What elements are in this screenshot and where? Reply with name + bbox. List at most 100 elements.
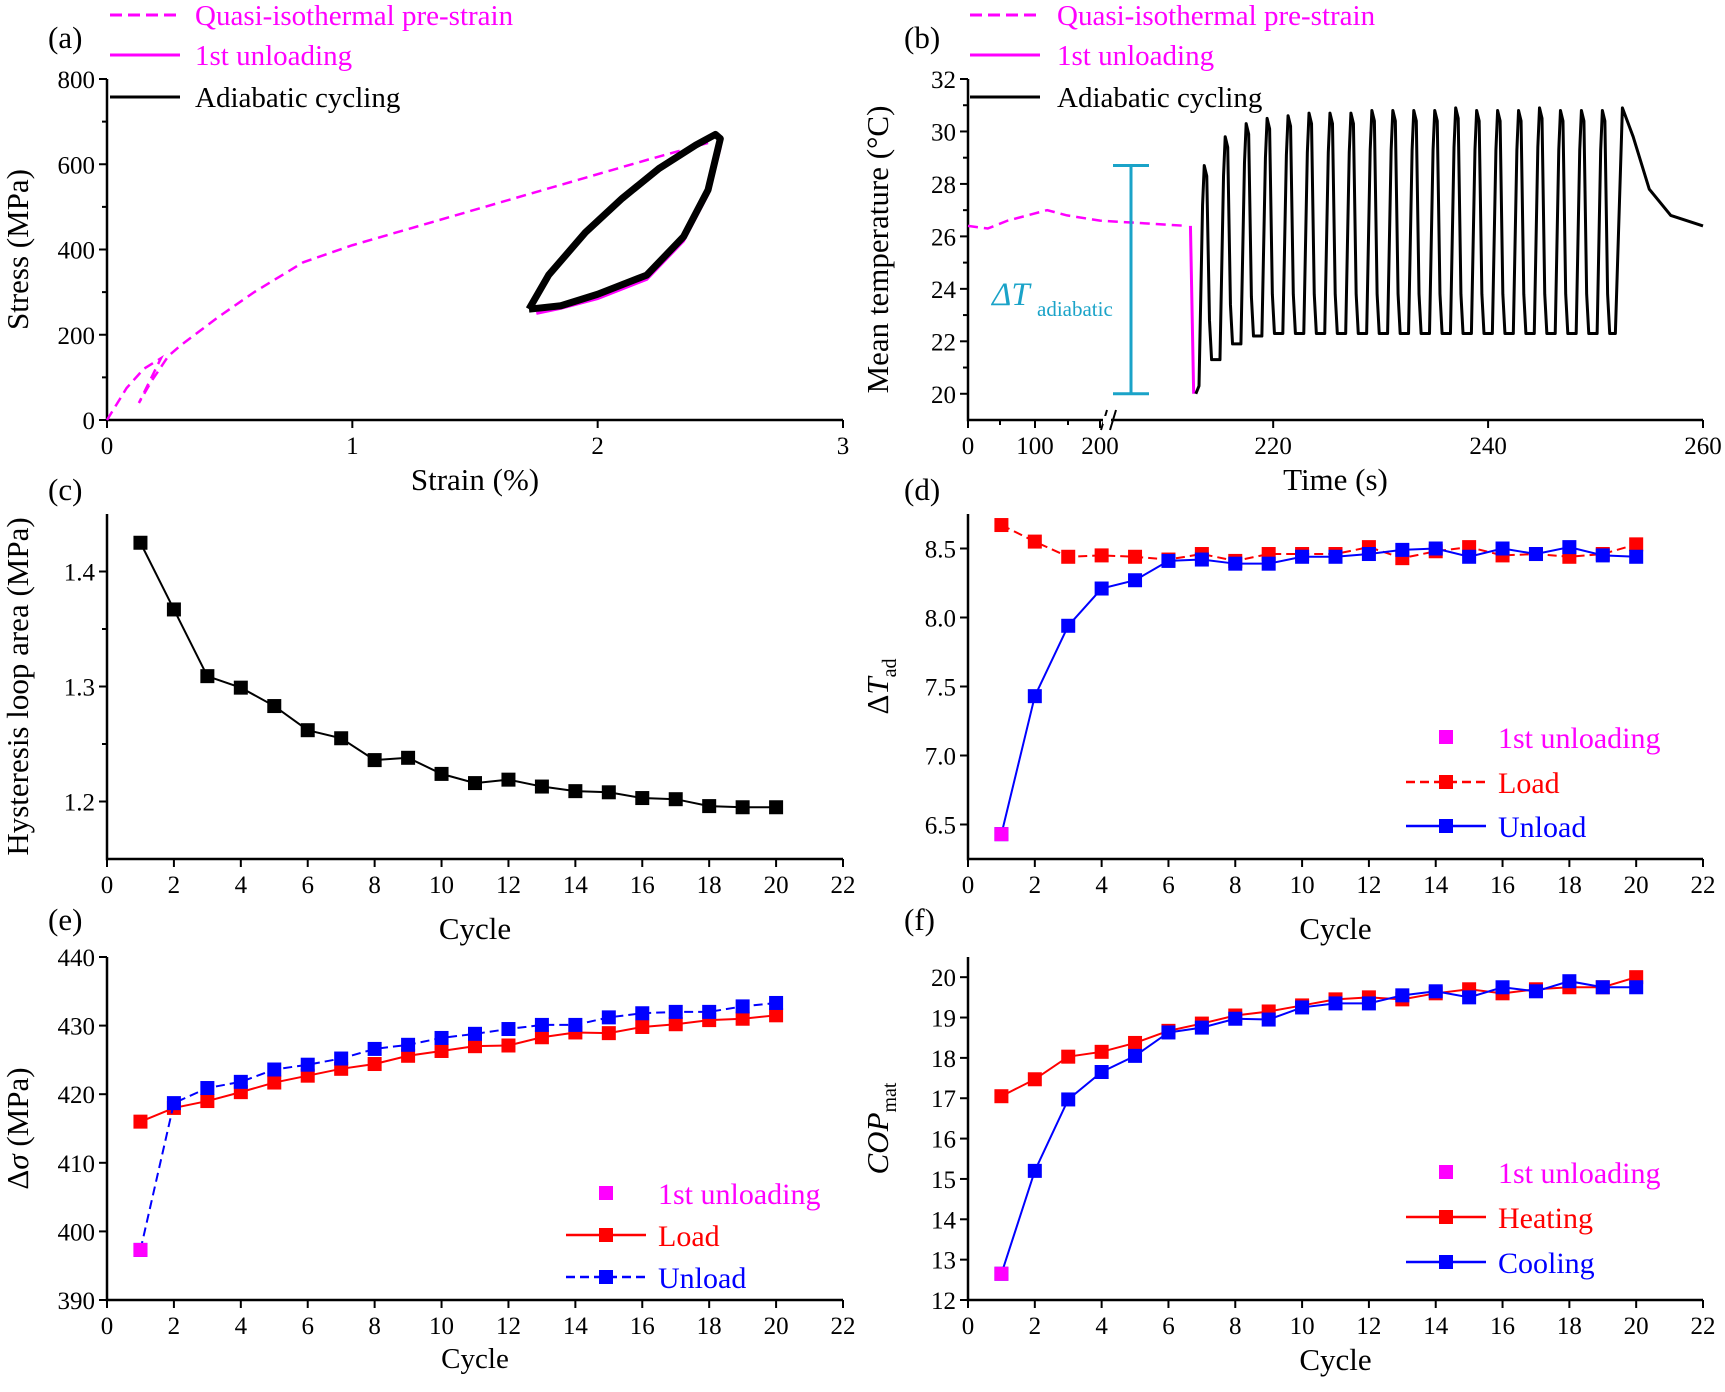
panel-e-marker <box>601 1010 616 1025</box>
panel-e-label: (e) <box>48 902 82 937</box>
panel-f-ytick-label: 12 <box>931 1288 956 1315</box>
panel-b-xlabel: Time (s) <box>1283 462 1388 497</box>
panel-b-xtick-label: 0 <box>962 433 975 460</box>
panel-e-marker <box>401 1048 416 1063</box>
panel-e-marker <box>334 1051 349 1066</box>
panel-d-marker <box>1528 547 1543 562</box>
panel-f-ylabel: COPmat <box>860 1082 901 1174</box>
panel-a-xtick-label: 0 <box>101 433 114 460</box>
panel-f-marker <box>1128 1035 1143 1050</box>
panel-e-marker <box>635 1006 650 1021</box>
panel-e-legend-marker <box>599 1270 613 1284</box>
panel-e-marker <box>300 1057 315 1072</box>
panel-c-xtick-label: 22 <box>831 872 856 899</box>
panel-c-marker <box>166 602 181 617</box>
panel-d-marker <box>1328 549 1343 564</box>
panel-d-xtick-label: 0 <box>962 872 975 899</box>
panel-f-marker <box>1328 996 1343 1011</box>
panel-f-marker <box>994 1089 1009 1104</box>
panel-f-ytick-label: 14 <box>931 1207 957 1234</box>
panel-f-marker <box>1027 1072 1042 1087</box>
panel-e-marker <box>200 1081 215 1096</box>
panel-a-legend-label: Adiabatic cycling <box>195 82 400 114</box>
panel-e-ytick-label: 430 <box>58 1014 96 1041</box>
panel-a-legend-label: 1st unloading <box>195 40 352 72</box>
panel-e-marker <box>635 1019 650 1034</box>
panel-d-ytick-label: 7.5 <box>925 675 956 702</box>
panel-b-xtick-label: 200 <box>1081 433 1119 460</box>
panel-f-marker <box>1629 980 1644 995</box>
panel-e-marker <box>769 1008 784 1023</box>
panel-d-marker <box>1629 549 1644 564</box>
panel-c-ytick-label: 1.4 <box>64 560 96 587</box>
panel-b-ytick-label: 28 <box>931 172 956 199</box>
panel-e-xtick-label: 20 <box>764 1313 789 1340</box>
panel-c-marker <box>233 680 248 695</box>
panel-d-marker <box>994 518 1009 533</box>
panel-a-legend-label: Quasi-isothermal pre-strain <box>195 0 514 32</box>
panel-c-marker <box>334 731 349 746</box>
panel-d-ytick-label: 8.0 <box>925 606 956 633</box>
panel-f-marker <box>1228 1011 1243 1026</box>
panel-b: 0 100 200 220 240 260 20 22 24 26 28 30 32 Time (s) Me… <box>860 0 1722 497</box>
panel-e-xlabel: Cycle <box>441 1343 509 1375</box>
panel-f-marker <box>1161 1025 1176 1040</box>
panel-c-marker <box>501 772 516 787</box>
panel-c-marker <box>200 669 215 684</box>
panel-c-marker <box>635 791 650 806</box>
panel-b-legend-label: Adiabatic cycling <box>1057 82 1262 114</box>
panel-b-ytick-label: 22 <box>931 329 956 356</box>
panel-d-ytick-label: 6.5 <box>925 813 956 840</box>
panel-e-legend-label: Unload <box>658 1262 746 1295</box>
panel-d-legend-marker <box>1439 819 1453 833</box>
panel-d-marker <box>1562 540 1577 555</box>
panel-e-marker <box>468 1026 482 1041</box>
panel-b-xtick-label: 220 <box>1254 433 1292 460</box>
panel-e-marker <box>668 1017 683 1032</box>
panel-f-xtick-label: 22 <box>1691 1313 1716 1340</box>
panel-b-axis-gap <box>1103 416 1111 424</box>
panel-e-marker <box>601 1026 616 1041</box>
panel-a-line-1st-unloading <box>536 146 722 315</box>
panel-f-xtick-label: 8 <box>1229 1313 1242 1340</box>
panel-e-marker <box>434 1043 449 1058</box>
panel-f-label: (f) <box>904 902 935 937</box>
panel-f-marker <box>1595 980 1610 995</box>
panel-a-line-prestrain <box>105 141 709 421</box>
panel-c-xlabel: Cycle <box>439 911 511 946</box>
panel-e-line-Unload <box>139 1001 777 1251</box>
panel-e-xtick-label: 10 <box>429 1313 454 1340</box>
panel-e-ytick-label: 400 <box>58 1219 96 1246</box>
panel-d-xtick-label: 8 <box>1229 872 1242 899</box>
panel-d-marker <box>1027 689 1042 704</box>
panel-c-xtick-label: 2 <box>168 872 181 899</box>
panel-e-marker <box>534 1017 549 1032</box>
panel-d-xtick-label: 4 <box>1095 872 1108 899</box>
panel-e-line-Load <box>140 1014 777 1123</box>
panel-a-ytick-label: 200 <box>58 323 96 350</box>
panel-e-xtick-label: 8 <box>368 1313 381 1340</box>
panel-e-xtick-label: 16 <box>630 1313 655 1340</box>
panel-c-marker <box>769 800 784 815</box>
panel-f-marker <box>1061 1049 1076 1064</box>
panel-e-ytick-label: 440 <box>58 945 96 972</box>
panel-b-line-1st-unloading <box>1188 225 1196 394</box>
panel-a-ytick-label: 0 <box>83 408 96 435</box>
panel-a-xtick-label: 3 <box>837 433 850 460</box>
panel-d-xtick-label: 18 <box>1557 872 1582 899</box>
panel-c-marker <box>668 792 683 807</box>
panel-c-marker <box>434 766 449 781</box>
panel-a: 0 1 2 3 0 200 400 600 800 Strain (%) Stress (MPa) (… <box>0 0 849 497</box>
panel-b-legend-label: Quasi-isothermal pre-strain <box>1057 0 1376 32</box>
panel-d-marker <box>1261 556 1276 571</box>
panel-e-marker <box>434 1030 449 1045</box>
panel-e-xtick-label: 0 <box>101 1313 114 1340</box>
panel-c-marker <box>367 753 382 768</box>
panel-e-marker <box>568 1017 583 1032</box>
panel-d-marker <box>1595 548 1610 563</box>
panel-c-marker <box>735 800 750 815</box>
panel-d-xtick-label: 6 <box>1162 872 1175 899</box>
panel-b-annotation-sub: adiabatic <box>1037 297 1113 321</box>
panel-e-xtick-label: 4 <box>235 1313 248 1340</box>
